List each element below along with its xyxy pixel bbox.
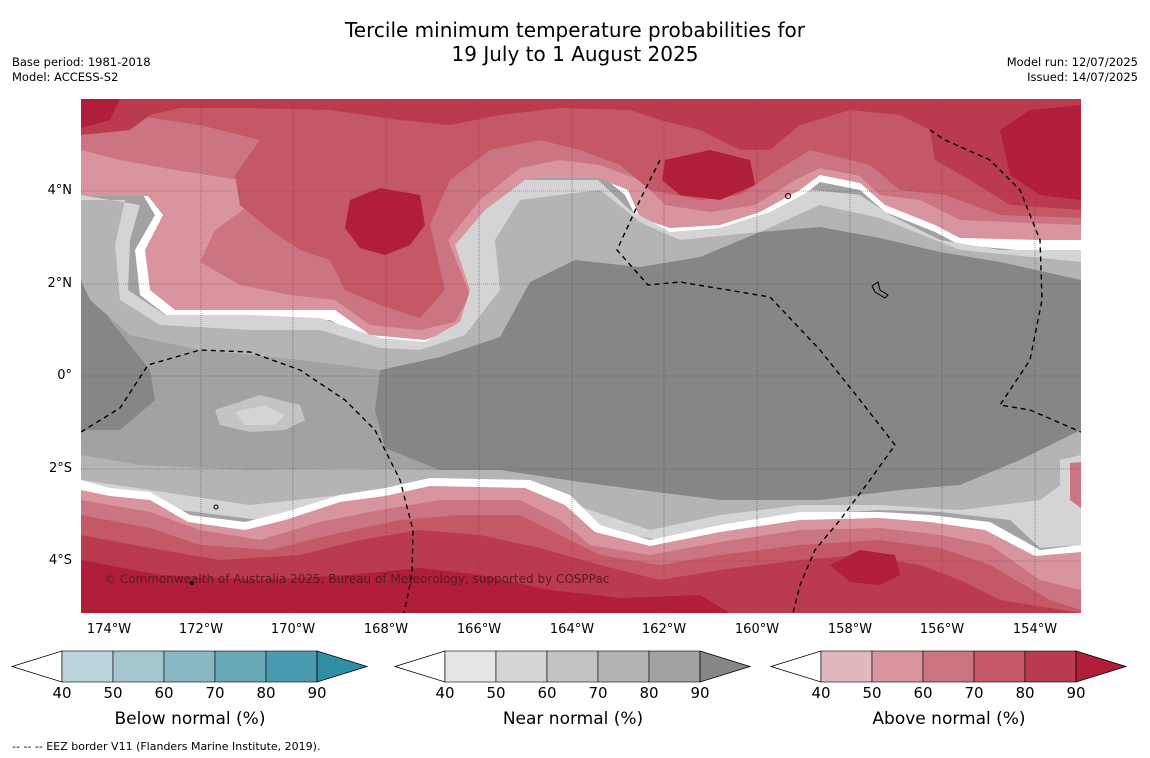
cb-near-tick: 50 <box>486 684 506 702</box>
colorbar-bin <box>871 650 924 683</box>
north-hotspot-a <box>345 188 425 255</box>
colorbar-high-extend <box>316 650 369 683</box>
southeast-above-patch <box>1070 462 1081 508</box>
colorbar-below-title: Below normal (%) <box>114 709 266 729</box>
cb-near-tick: 90 <box>690 684 710 702</box>
cb-above-tick: 70 <box>964 684 984 702</box>
colorbar-above-normal <box>769 650 1128 683</box>
lon-label-170w: 170°W <box>270 622 316 637</box>
lon-label-162w: 162°W <box>641 622 687 637</box>
lat-label-4n: 4°N <box>47 183 73 198</box>
colorbar-bin <box>265 650 318 683</box>
colorbar-high-extend <box>699 650 752 683</box>
south-above-normal-90 <box>81 560 730 613</box>
colorbar-low-extend <box>393 650 446 683</box>
map-area <box>81 99 1081 613</box>
issued-date: Issued: 14/07/2025 <box>1027 70 1138 84</box>
cb-below-tick: 60 <box>154 684 174 702</box>
colorbar-above-title: Above normal (%) <box>872 709 1026 729</box>
cb-near-tick: 80 <box>639 684 659 702</box>
model-run: Model run: 12/07/2025 <box>1006 55 1138 69</box>
cb-below-tick: 70 <box>205 684 225 702</box>
lon-label-172w: 172°W <box>178 622 224 637</box>
lon-label-154w: 154°W <box>1012 622 1058 637</box>
colorbar-bin <box>112 650 165 683</box>
cb-above-tick: 50 <box>862 684 882 702</box>
colorbar-bin <box>973 650 1026 683</box>
cb-above-tick: 80 <box>1015 684 1035 702</box>
cb-above-tick: 40 <box>811 684 831 702</box>
north-above-normal-80 <box>81 99 1081 210</box>
cb-below-tick: 50 <box>103 684 123 702</box>
north-hotspot-c <box>1000 105 1081 200</box>
equatorial-near-normal-80 <box>375 225 1081 500</box>
islands <box>190 193 889 585</box>
lon-label-160w: 160°W <box>734 622 780 637</box>
near-normal-40-patch <box>235 405 285 425</box>
colorbar-bin <box>495 650 548 683</box>
lat-label-2s: 2°S <box>48 461 72 476</box>
colorbar-near-title: Near normal (%) <box>502 709 644 729</box>
copyright-notice: © Commonwealth of Australia 2025, Bureau… <box>104 572 610 586</box>
eez-footnote: -- -- -- EEZ border V11 (Flanders Marine… <box>12 740 321 753</box>
colorbar-low-extend <box>10 650 63 683</box>
cb-below-tick: 40 <box>52 684 72 702</box>
colorbar-low-extend <box>769 650 822 683</box>
north-hotspot-b <box>662 150 755 200</box>
map-title: Tercile minimum temperature probabilitie… <box>0 18 1150 66</box>
colorbar-bin <box>214 650 267 683</box>
lat-label-4s: 4°S <box>48 553 72 568</box>
colorbar-bin <box>820 650 873 683</box>
colorbar-bin <box>546 650 599 683</box>
west-near-normal-80 <box>81 270 155 430</box>
colorbar-high-extend <box>1075 650 1128 683</box>
colorbar-bin <box>597 650 650 683</box>
colorbar-bin <box>444 650 497 683</box>
colorbar-below-normal <box>10 650 369 683</box>
lon-label-158w: 158°W <box>827 622 873 637</box>
north-hotspot-d <box>81 99 120 128</box>
model-name: Model: ACCESS-S2 <box>12 70 119 84</box>
title-line-2: 19 July to 1 August 2025 <box>451 42 699 66</box>
cb-below-tick: 80 <box>256 684 276 702</box>
lon-label-166w: 166°W <box>456 622 502 637</box>
south-hotspot <box>830 550 900 585</box>
cb-near-tick: 70 <box>588 684 608 702</box>
lon-label-156w: 156°W <box>919 622 965 637</box>
base-period: Base period: 1981-2018 <box>12 55 151 69</box>
north-above-normal-70 <box>81 99 1081 318</box>
lon-label-168w: 168°W <box>363 622 409 637</box>
title-line-1: Tercile minimum temperature probabilitie… <box>344 18 806 42</box>
meta-left: Base period: 1981-2018 Model: ACCESS-S2 <box>12 55 151 85</box>
colorbar-bin <box>61 650 114 683</box>
colorbar-near-normal <box>393 650 752 683</box>
colorbar-bin <box>648 650 701 683</box>
colorbar-bin <box>1024 650 1077 683</box>
colorbar-bin <box>163 650 216 683</box>
lon-label-164w: 164°W <box>549 622 595 637</box>
colorbar-bin <box>922 650 975 683</box>
graticule <box>81 99 1081 613</box>
near-normal-north-edge-70 <box>81 190 1081 370</box>
cb-above-tick: 90 <box>1066 684 1086 702</box>
lat-label-0: 0° <box>57 368 72 383</box>
lon-label-174w: 174°W <box>86 622 132 637</box>
cb-below-tick: 90 <box>307 684 327 702</box>
cb-above-tick: 60 <box>913 684 933 702</box>
cb-near-tick: 60 <box>537 684 557 702</box>
lat-label-2n: 2°N <box>47 276 73 291</box>
cb-near-tick: 40 <box>435 684 455 702</box>
meta-right: Model run: 12/07/2025 Issued: 14/07/2025 <box>1007 55 1138 85</box>
eez-borders <box>81 129 1081 613</box>
